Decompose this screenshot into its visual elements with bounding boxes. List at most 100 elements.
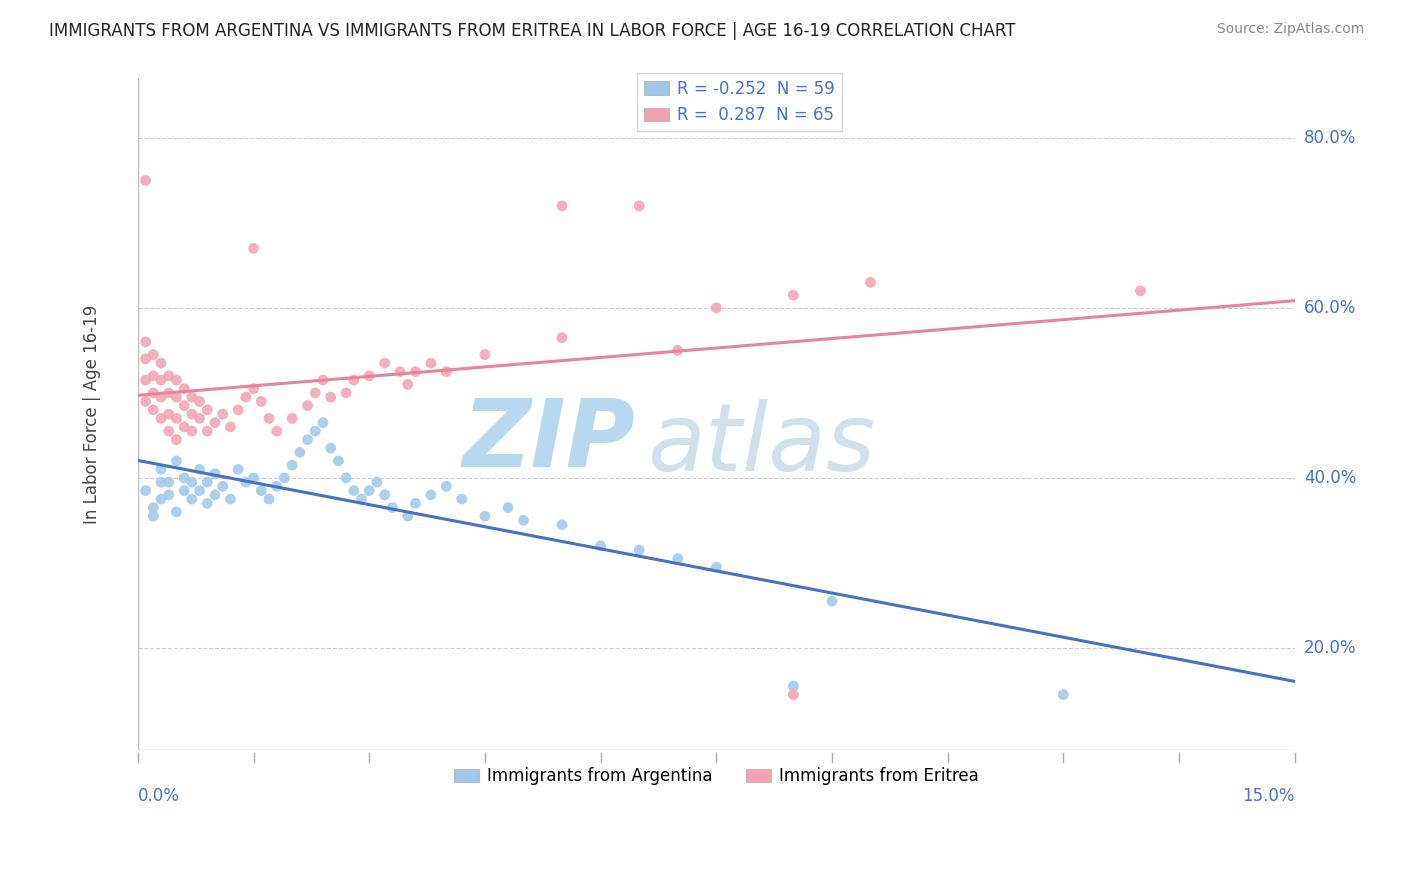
Point [195, 496, 218, 510]
Point [242, 241, 264, 255]
Point [589, 539, 612, 553]
Point [165, 373, 187, 387]
Text: 80.0%: 80.0% [1303, 128, 1357, 147]
Point [381, 500, 404, 515]
Point [359, 368, 381, 383]
Point [165, 433, 187, 447]
Point [195, 475, 218, 489]
Point [359, 483, 381, 498]
Point [142, 509, 165, 524]
Point [319, 441, 342, 455]
Point [474, 348, 496, 362]
Text: atlas: atlas [647, 399, 875, 490]
Point [165, 411, 187, 425]
Point [250, 483, 273, 498]
Point [180, 390, 202, 404]
Point [135, 351, 157, 366]
Point [157, 368, 180, 383]
Point [142, 348, 165, 362]
Point [135, 483, 157, 498]
Point [450, 492, 472, 507]
Point [628, 543, 651, 558]
Point [211, 407, 233, 421]
Text: 40.0%: 40.0% [1303, 469, 1357, 487]
Point [150, 462, 173, 476]
Point [173, 471, 195, 485]
Point [496, 500, 519, 515]
Point [666, 343, 689, 358]
Point [297, 399, 319, 413]
Point [135, 334, 157, 349]
Point [157, 475, 180, 489]
Point [173, 399, 195, 413]
Point [1052, 688, 1074, 702]
Text: 20.0%: 20.0% [1303, 639, 1357, 657]
Point [374, 356, 396, 370]
Point [157, 407, 180, 421]
Point [704, 301, 727, 315]
Point [250, 394, 273, 409]
Point [150, 492, 173, 507]
Text: 0.0%: 0.0% [138, 787, 180, 805]
Text: Source: ZipAtlas.com: Source: ZipAtlas.com [1216, 22, 1364, 37]
Point [204, 416, 226, 430]
Point [157, 424, 180, 438]
Point [165, 505, 187, 519]
Point [257, 492, 280, 507]
Point [173, 420, 195, 434]
Point [226, 462, 249, 476]
Point [180, 407, 202, 421]
Point [204, 467, 226, 481]
Point [328, 454, 350, 468]
Point [366, 475, 388, 489]
Point [389, 365, 412, 379]
Point [165, 454, 187, 468]
Point [782, 288, 804, 302]
Point [335, 471, 357, 485]
Point [142, 368, 165, 383]
Point [666, 551, 689, 566]
Text: 15.0%: 15.0% [1241, 787, 1295, 805]
Point [434, 365, 457, 379]
Point [188, 411, 211, 425]
Point [142, 402, 165, 417]
Point [242, 471, 264, 485]
Point [135, 173, 157, 187]
Point [396, 377, 419, 392]
Point [150, 390, 173, 404]
Point [135, 394, 157, 409]
Point [266, 479, 288, 493]
Point [396, 509, 419, 524]
Point [157, 488, 180, 502]
Point [211, 479, 233, 493]
Point [142, 500, 165, 515]
Point [188, 394, 211, 409]
Point [235, 475, 257, 489]
Point [350, 492, 373, 507]
Point [374, 488, 396, 502]
Point [150, 356, 173, 370]
Point [512, 513, 534, 527]
Point [135, 373, 157, 387]
Point [188, 462, 211, 476]
Point [405, 496, 427, 510]
Point [405, 365, 427, 379]
Point [782, 688, 804, 702]
Point [142, 385, 165, 400]
Point [150, 373, 173, 387]
Legend: R = -0.252  N = 59, R =  0.287  N = 65: R = -0.252 N = 59, R = 0.287 N = 65 [637, 73, 842, 131]
Point [266, 424, 288, 438]
Point [219, 492, 242, 507]
Point [204, 488, 226, 502]
Text: IMMIGRANTS FROM ARGENTINA VS IMMIGRANTS FROM ERITREA IN LABOR FORCE | AGE 16-19 : IMMIGRANTS FROM ARGENTINA VS IMMIGRANTS … [49, 22, 1015, 40]
Point [343, 483, 366, 498]
Point [434, 479, 457, 493]
Point [704, 560, 727, 574]
Point [180, 424, 202, 438]
Text: 60.0%: 60.0% [1303, 299, 1357, 317]
Point [288, 445, 311, 459]
Point [235, 390, 257, 404]
Point [551, 331, 574, 345]
Point [281, 458, 304, 472]
Point [226, 402, 249, 417]
